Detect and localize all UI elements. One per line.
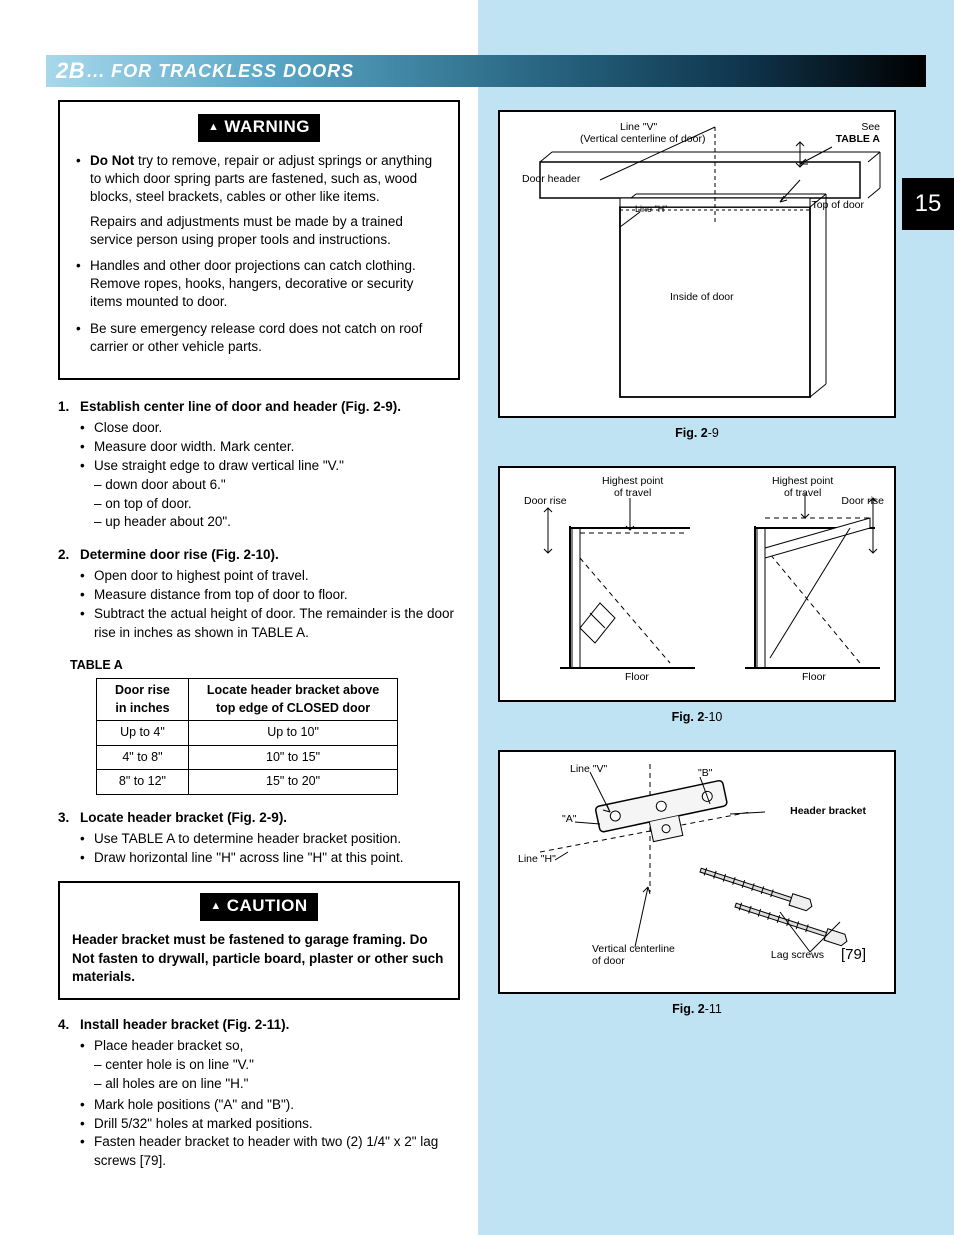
fig211-caption: Fig. 2-11 <box>498 1002 896 1016</box>
table-a-label: TABLE A <box>70 657 460 675</box>
warning-badge: WARNING <box>198 114 320 142</box>
caution-badge: CAUTION <box>200 893 317 921</box>
step-4: 4.Install header bracket (Fig. 2-11). Pl… <box>58 1016 460 1171</box>
warning-list: Do Not try to remove, repair or adjust s… <box>74 152 444 356</box>
step-2: 2.Determine door rise (Fig. 2-10). Open … <box>58 546 460 642</box>
steps-container: 1.Establish center line of door and head… <box>58 398 460 1171</box>
figure-2-9: Line "V" (Vertical centerline of door) S… <box>498 110 896 418</box>
fig29-svg <box>500 112 894 416</box>
right-column: Line "V" (Vertical centerline of door) S… <box>498 110 896 1042</box>
step-1: 1.Establish center line of door and head… <box>58 398 460 532</box>
header-title: ... FOR TRACKLESS DOORS <box>87 61 354 82</box>
section-header-bar: 2B ... FOR TRACKLESS DOORS <box>46 55 926 87</box>
page-number-badge: 15 <box>902 178 954 230</box>
table-a: Door rise in inchesLocate header bracket… <box>96 678 398 795</box>
figure-2-10: Door rise Door rise Highest point of tra… <box>498 466 896 702</box>
warning-item: Handles and other door projections can c… <box>90 257 444 312</box>
warning-box: WARNING Do Not try to remove, repair or … <box>58 100 460 380</box>
figure-2-11: Line "V" "A" "B" Header bracket Line "H"… <box>498 750 896 994</box>
warning-item: Be sure emergency release cord does not … <box>90 320 444 356</box>
left-column: WARNING Do Not try to remove, repair or … <box>58 100 460 1185</box>
fig29-caption: Fig. 2-9 <box>498 426 896 440</box>
step-3: 3.Locate header bracket (Fig. 2-9). Use … <box>58 809 460 868</box>
document-page: 2B ... FOR TRACKLESS DOORS 15 WARNING Do… <box>0 0 954 1235</box>
fig210-caption: Fig. 2-10 <box>498 710 896 724</box>
warning-item: Do Not try to remove, repair or adjust s… <box>90 152 444 249</box>
caution-text: Header bracket must be fastened to garag… <box>72 931 446 986</box>
caution-box: CAUTION Header bracket must be fastened … <box>58 881 460 1000</box>
fig211-svg <box>500 752 894 992</box>
header-prefix: 2B <box>56 58 85 84</box>
